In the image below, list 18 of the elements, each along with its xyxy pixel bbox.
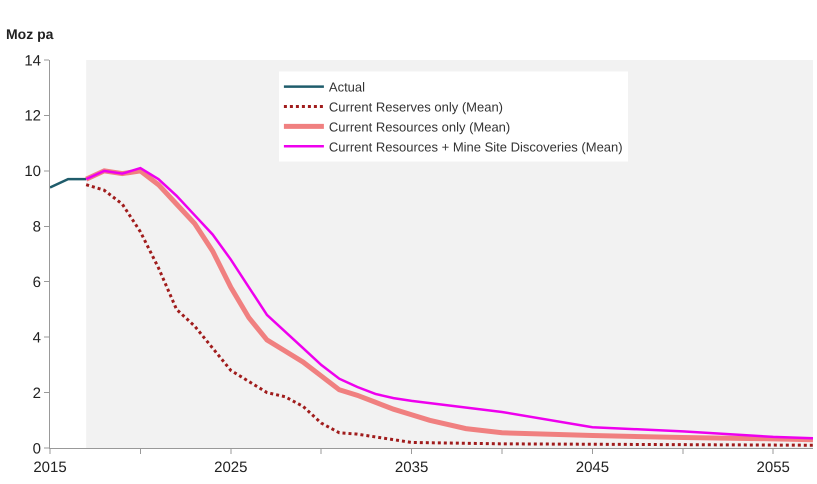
legend-label: Actual xyxy=(328,80,366,95)
y-axis-title: Moz pa xyxy=(6,26,54,42)
y-tick-label: 12 xyxy=(24,108,41,125)
legend-label: Current Resources only (Mean) xyxy=(328,119,510,134)
x-tick-label: 2055 xyxy=(756,459,790,476)
x-tick-label: 2045 xyxy=(576,459,610,476)
y-tick-label: 2 xyxy=(32,384,41,402)
y-tick-label: 8 xyxy=(32,218,41,236)
y-tick-label: 4 xyxy=(32,329,41,346)
y-tick-label: 6 xyxy=(32,274,41,291)
legend-label: Current Resources + Mine Site Discoveries (Mean) xyxy=(328,139,623,154)
y-tick-label: 14 xyxy=(24,52,41,70)
x-tick-label: 2035 xyxy=(394,459,428,476)
y-tick-label: 0 xyxy=(32,440,41,458)
x-tick-label: 2015 xyxy=(33,459,67,476)
x-tick-label: 2025 xyxy=(214,459,248,476)
y-tick-label: 10 xyxy=(24,163,41,180)
legend-label: Current Reserves only (Mean) xyxy=(328,100,504,115)
